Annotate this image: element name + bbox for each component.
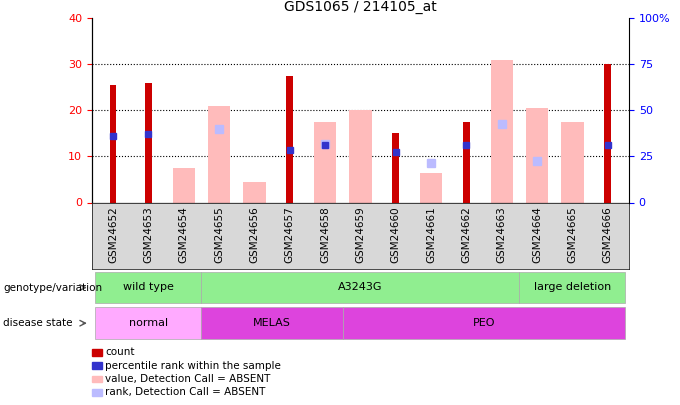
Text: GSM24663: GSM24663 [497, 206, 507, 263]
Text: GSM24655: GSM24655 [214, 206, 224, 263]
Text: GSM24652: GSM24652 [108, 206, 118, 263]
Bar [392, 133, 399, 202]
Text: GSM24665: GSM24665 [567, 206, 577, 263]
Bar [561, 122, 583, 202]
Text: large deletion: large deletion [534, 282, 611, 292]
Text: rank, Detection Call = ABSENT: rank, Detection Call = ABSENT [105, 388, 266, 397]
Bar [243, 182, 265, 202]
Text: GSM24664: GSM24664 [532, 206, 542, 263]
Text: A3243G: A3243G [338, 282, 383, 292]
Bar [314, 122, 336, 202]
Text: GSM24657: GSM24657 [285, 206, 294, 263]
Text: GSM24656: GSM24656 [250, 206, 259, 263]
Bar [491, 60, 513, 202]
Text: MELAS: MELAS [253, 318, 291, 328]
Bar [343, 307, 626, 339]
Bar [92, 389, 102, 396]
Bar [145, 83, 152, 202]
Bar [173, 168, 195, 202]
Bar [350, 110, 371, 202]
Bar [95, 307, 201, 339]
Bar [109, 85, 116, 202]
Text: value, Detection Call = ABSENT: value, Detection Call = ABSENT [105, 374, 271, 384]
Bar [286, 76, 293, 202]
Text: GSM24660: GSM24660 [391, 206, 401, 262]
Text: wild type: wild type [123, 282, 174, 292]
Bar [526, 108, 548, 202]
Bar [92, 349, 102, 356]
Bar [95, 271, 201, 303]
Bar [520, 271, 626, 303]
Text: count: count [105, 347, 135, 357]
Text: PEO: PEO [473, 318, 495, 328]
Text: genotype/variation: genotype/variation [3, 283, 103, 292]
Text: normal: normal [129, 318, 168, 328]
Text: GSM24654: GSM24654 [179, 206, 188, 263]
Text: GSM24659: GSM24659 [356, 206, 365, 263]
Bar [208, 106, 230, 202]
Bar [92, 376, 102, 382]
Bar [605, 64, 611, 202]
Title: GDS1065 / 214105_at: GDS1065 / 214105_at [284, 0, 437, 15]
Text: disease state: disease state [3, 318, 73, 328]
Bar [463, 122, 470, 202]
Text: GSM24658: GSM24658 [320, 206, 330, 263]
Text: GSM24666: GSM24666 [602, 206, 613, 263]
Bar [420, 173, 442, 202]
Bar [201, 307, 343, 339]
Text: GSM24661: GSM24661 [426, 206, 436, 263]
Bar [201, 271, 520, 303]
Bar [92, 362, 102, 369]
Text: percentile rank within the sample: percentile rank within the sample [105, 361, 282, 371]
Text: GSM24653: GSM24653 [143, 206, 154, 263]
Text: GSM24662: GSM24662 [462, 206, 471, 263]
